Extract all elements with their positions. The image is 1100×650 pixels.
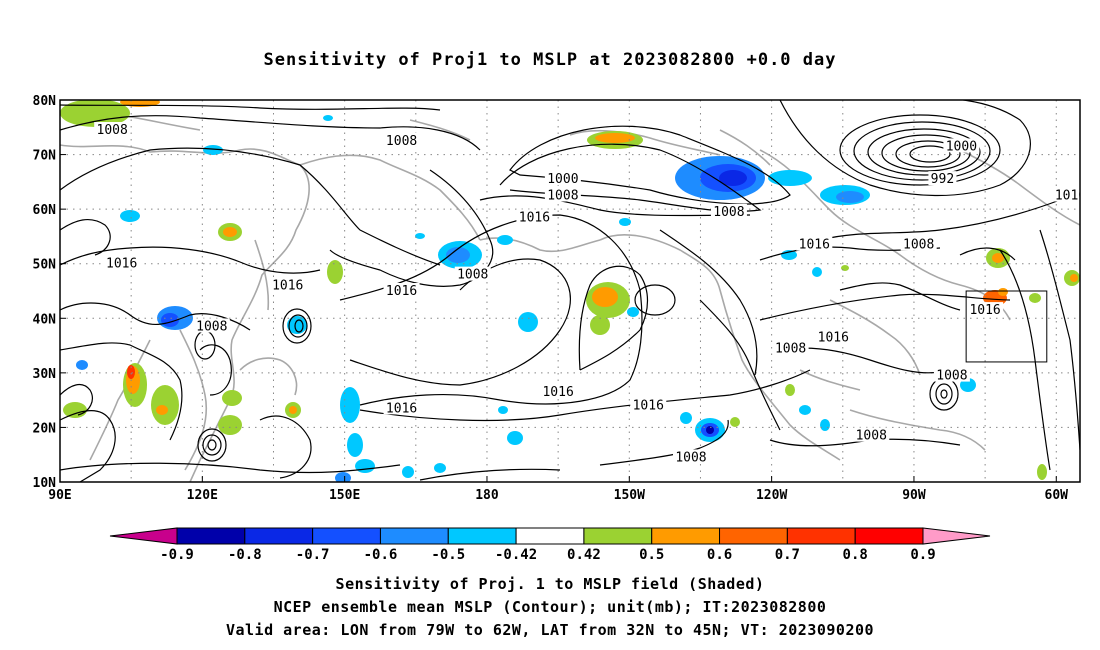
latitude-label: 20N: [33, 421, 57, 436]
caption-contour: NCEP ensemble mean MSLP (Contour); unit(…: [273, 598, 827, 616]
contour-label: 992: [931, 172, 954, 187]
contour-label: 1016: [386, 284, 417, 299]
mslp-contours: [60, 100, 1080, 482]
contour-label: 1008: [903, 238, 934, 253]
caption-shading: Sensitivity of Proj. 1 to MSLP field (Sh…: [335, 575, 765, 593]
contour-label: 1008: [97, 123, 128, 138]
longitude-label: 90E: [48, 488, 71, 503]
contour-label: 1016: [272, 279, 303, 294]
contour-label-bg: [928, 171, 957, 186]
latitude-labels: 80N 70N 60N 50N 40N 30N 20N 10N: [33, 94, 66, 491]
contour-label-bg: [796, 236, 833, 251]
latitude-label: 80N: [33, 94, 57, 109]
contour-label: 1016: [519, 210, 550, 225]
longitude-label: 120E: [187, 488, 218, 503]
chart-title: Sensitivity of Proj1 to MSLP at 20230828…: [263, 50, 837, 70]
longitude-label: 90W: [902, 488, 926, 503]
plot-frame: [59, 99, 1081, 483]
contour-label: 1000: [547, 172, 578, 187]
contour-label: 1016: [1055, 189, 1086, 204]
contour-label-bg: [103, 255, 140, 270]
contour-label-bg: [544, 171, 581, 186]
contour-label-bg: [853, 427, 890, 442]
contour-label-bg: [772, 340, 809, 355]
contour-label-bg: [943, 138, 980, 153]
latitude-label: 40N: [33, 312, 57, 327]
contour-label-bg: [94, 122, 131, 137]
longitude-label: 120W: [756, 488, 787, 503]
contour-label: 1008: [457, 268, 488, 283]
longitude-label: 180: [475, 488, 499, 503]
contour-label: 1008: [775, 341, 806, 356]
latitude-label: 10N: [33, 476, 57, 491]
contour-label-bg: [672, 449, 709, 464]
contour-label-bg: [269, 277, 306, 292]
contour-labels: 1008 1008 1000 1008 1000 992 1016 1016 1008 1016 1…: [94, 122, 1086, 465]
contour-label: 1008: [675, 450, 706, 465]
contour-label-bg: [540, 383, 577, 398]
contour-label: 1000: [946, 139, 977, 154]
contour-label-bg: [454, 266, 491, 281]
contour-label: 1008: [856, 429, 887, 444]
longitude-labels: 90E 120E 150E 180 150W 120W 90W 60W: [48, 476, 1068, 503]
contour-label: 1008: [936, 369, 967, 384]
latitude-label: 30N: [33, 367, 57, 382]
contour-label: 1016: [969, 303, 1000, 318]
caption-valid-area: Valid area: LON from 79W to 62W, LAT fro…: [225, 621, 875, 639]
contour-label-bg: [710, 203, 747, 218]
contour-label-bg: [383, 400, 420, 415]
contour-label: 1016: [542, 385, 573, 400]
contour-label-bg: [630, 397, 667, 412]
contour-label: 1008: [196, 319, 227, 334]
longitude-label: 60W: [1045, 488, 1069, 503]
contour-label-bg: [967, 302, 1004, 317]
contour-label-bg: [933, 367, 970, 382]
contour-label: 1016: [799, 238, 830, 253]
contour-label: 1016: [106, 257, 137, 272]
latitude-label: 50N: [33, 258, 57, 273]
contour-label-bg: [383, 283, 420, 297]
contour-label: 1008: [547, 189, 578, 204]
longitude-label: 150E: [329, 488, 360, 503]
contour-label: 1016: [633, 399, 664, 414]
sensitivity-shading: [60, 100, 1080, 482]
sensitivity-map: 1008 1008 1000 1008 1000 992 1016 1016 1008 1016 1…: [33, 94, 1086, 503]
latitude-label: 60N: [33, 203, 57, 218]
contour-label-bg: [516, 209, 553, 224]
latitude-label: 70N: [33, 149, 57, 164]
contour-label-bg: [815, 329, 852, 344]
valid-area-box: [965, 290, 1048, 363]
lat-lon-grid: [60, 100, 1080, 482]
longitude-label: 150W: [614, 488, 645, 503]
contour-label: 1016: [818, 330, 849, 345]
contour-label: 1008: [713, 205, 744, 220]
contour-label: 1016: [386, 401, 417, 416]
contour-label-bg: [1052, 187, 1080, 202]
contour-label-bg: [193, 318, 230, 333]
contour-label-bg: [900, 236, 937, 251]
contour-label-bg: [544, 187, 581, 202]
contour-label-bg: [383, 132, 420, 147]
contour-label: 1008: [386, 134, 417, 149]
